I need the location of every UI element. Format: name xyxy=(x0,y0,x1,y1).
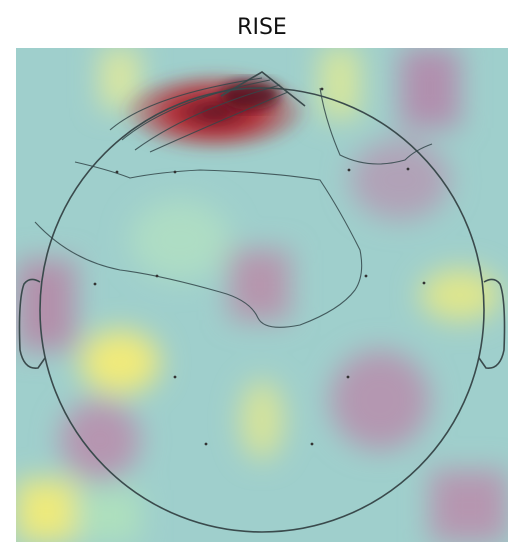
saliency-map xyxy=(16,48,508,542)
figure-title: RISE xyxy=(237,15,287,40)
sensors xyxy=(93,87,426,446)
head-outline xyxy=(18,71,506,533)
